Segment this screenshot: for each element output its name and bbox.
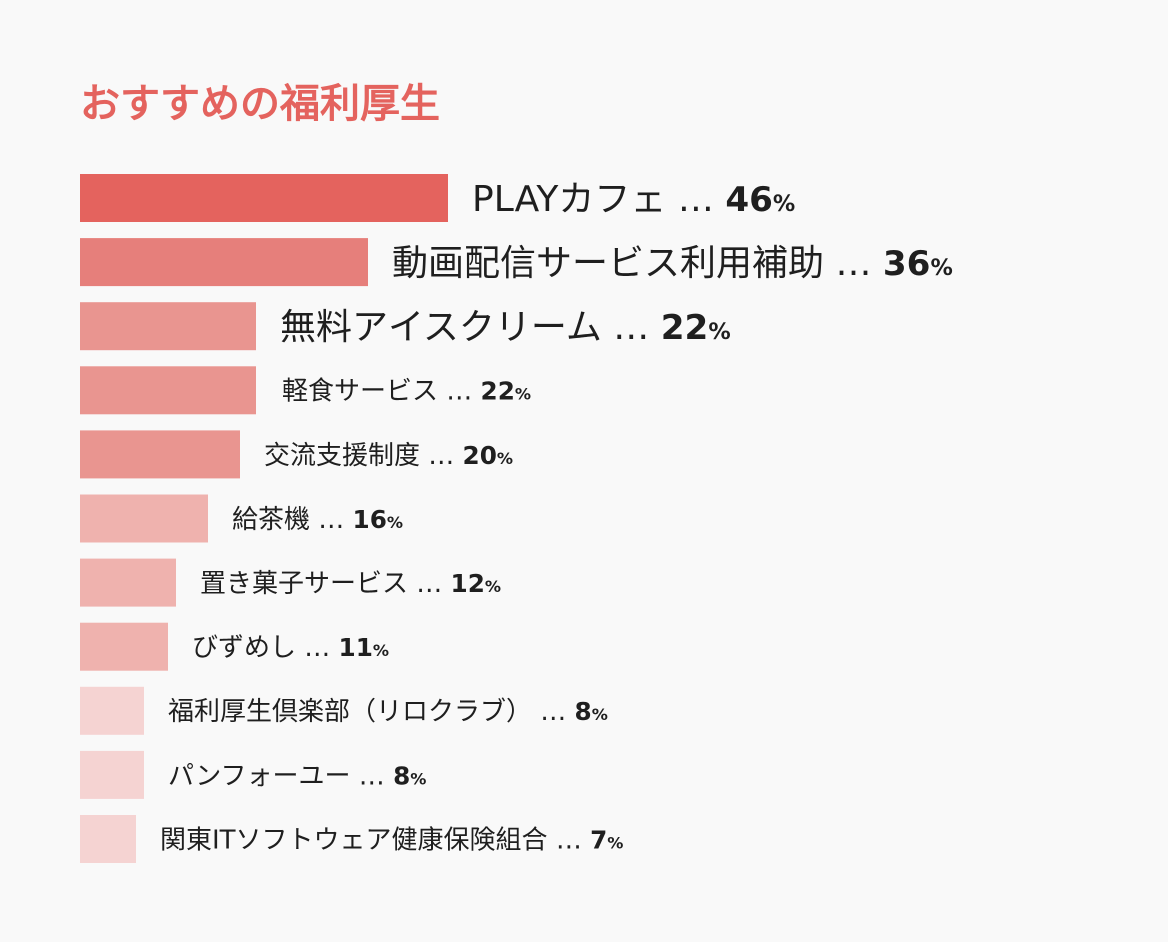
category-label: 給茶機 … [232,505,353,535]
unit-label: % [592,705,608,724]
category-label: 福利厚生倶楽部（リロクラブ） … [168,697,575,727]
bars-group [80,174,448,863]
bar-label-9: 福利厚生倶楽部（リロクラブ） … 8% [168,697,608,727]
bar-10 [80,750,144,799]
category-label: PLAYカフェ … [472,179,725,220]
bar-2 [80,238,368,287]
category-label: 軽食サービス … [282,377,481,407]
value-label: 22 [481,377,515,406]
bar-6 [80,494,208,543]
bar-5 [80,430,240,479]
chart-title: おすすめの福利厚生 [80,81,440,127]
unit-label: % [387,513,403,532]
category-label: 無料アイスクリーム … [280,307,661,348]
value-label: 7 [590,825,607,854]
category-label: 置き菓子サービス … [200,569,451,599]
bar-label-2: 動画配信サービス利用補助 … 36% [392,243,953,284]
value-label: 12 [451,569,485,598]
value-label: 8 [575,697,592,726]
value-label: 22 [661,308,709,348]
bar-11 [80,815,136,863]
value-label: 8 [393,761,410,790]
category-label: パンフォーユー … [168,761,393,791]
value-label: 36 [883,244,931,284]
bar-4 [80,366,256,415]
bar-3 [80,302,256,351]
bar-label-6: 給茶機 … 16% [232,505,403,535]
bar-9 [80,686,144,735]
value-label: 11 [339,633,373,662]
bar-label-3: 無料アイスクリーム … 22% [280,307,731,348]
bar-7 [80,558,176,607]
unit-label: % [410,769,426,788]
value-label: 46 [725,180,773,220]
bar-8 [80,622,168,671]
bar-label-1: PLAYカフェ … 46% [472,179,795,220]
unit-label: % [515,385,531,404]
value-label: 20 [463,441,497,470]
category-label: 動画配信サービス利用補助 … [392,243,883,284]
unit-label: % [497,449,513,468]
bar-label-8: びずめし … 11% [192,633,389,663]
value-label: 16 [353,505,387,534]
bar-label-7: 置き菓子サービス … 12% [200,569,501,599]
unit-label: % [373,641,389,660]
unit-label: % [485,577,501,596]
category-label: 交流支援制度 … [264,441,463,471]
category-label: びずめし … [192,633,339,663]
category-label: 関東ITソフトウェア健康保険組合 … [160,825,590,855]
labels-group: PLAYカフェ … 46%動画配信サービス利用補助 … 36%無料アイスクリーム… [160,179,953,855]
bar-label-10: パンフォーユー … 8% [168,761,426,791]
bar-label-5: 交流支援制度 … 20% [264,441,513,471]
bar-label-4: 軽食サービス … 22% [282,377,531,407]
unit-label: % [607,833,623,852]
unit-label: % [708,319,730,345]
bar-label-11: 関東ITソフトウェア健康保険組合 … 7% [160,825,623,855]
unit-label: % [773,191,795,217]
bar-1 [80,174,448,222]
unit-label: % [930,255,952,281]
